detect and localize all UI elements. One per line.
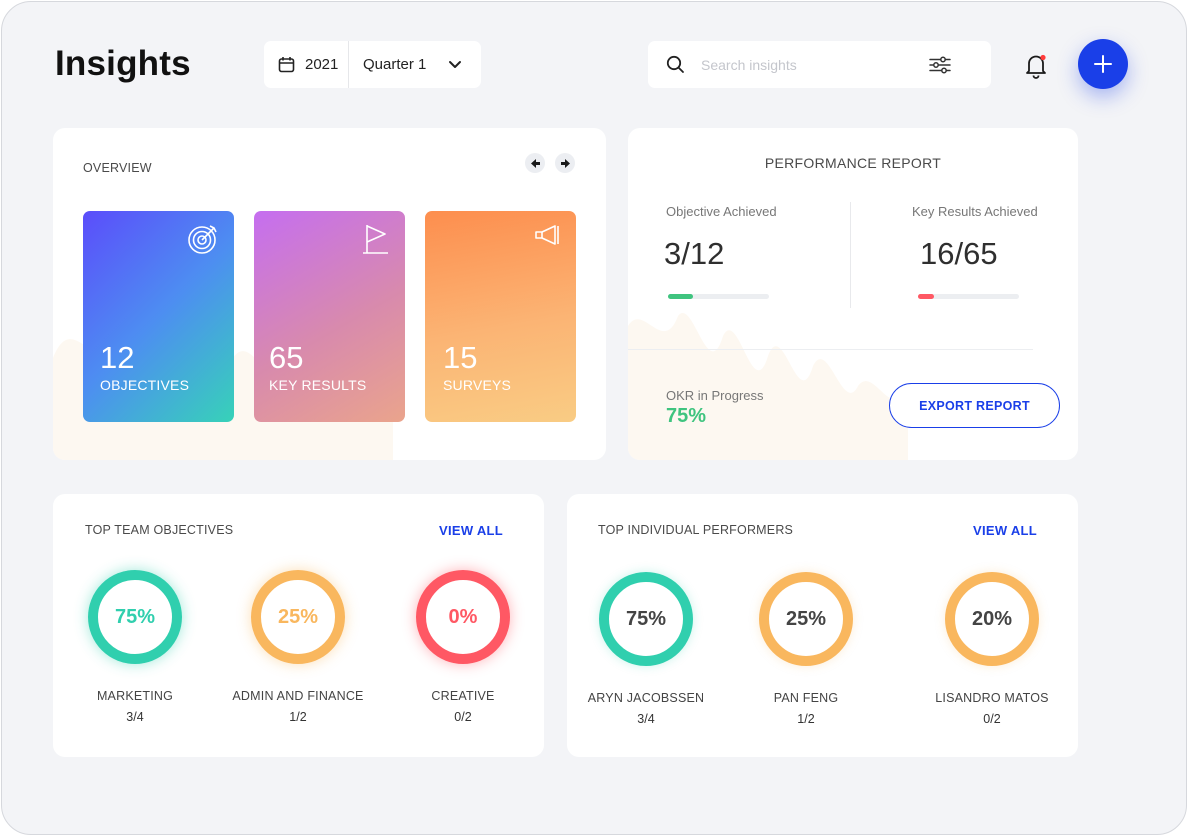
objectives-label: OBJECTIVES xyxy=(100,377,190,393)
performance-report-card: PERFORMANCE REPORT Objective Achieved 3/… xyxy=(628,128,1078,460)
team-count: 0/2 xyxy=(454,710,472,724)
admin-finance-progress-ring[interactable]: 25% xyxy=(251,570,345,664)
target-icon xyxy=(187,223,219,260)
quarter-value: Quarter 1 xyxy=(363,56,427,73)
next-arrow-button[interactable] xyxy=(555,153,575,173)
okr-progress-value: 75% xyxy=(666,405,707,427)
search-icon[interactable] xyxy=(666,55,685,74)
arrow-right-icon xyxy=(560,158,570,168)
individual-performers-title: TOP INDIVIDUAL PERFORMERS xyxy=(598,523,794,537)
team-name: ADMIN AND FINANCE xyxy=(232,689,364,703)
objectives-count: 12 xyxy=(100,340,135,375)
performance-report-title: PERFORMANCE REPORT xyxy=(764,155,942,171)
flag-icon xyxy=(362,223,390,260)
section-divider xyxy=(628,349,1033,350)
background-wave-decoration xyxy=(628,313,908,460)
notification-dot xyxy=(1040,54,1046,61)
marketing-progress-ring[interactable]: 75% xyxy=(88,570,182,664)
prev-arrow-button[interactable] xyxy=(525,153,545,173)
objective-achieved-label: Objective Achieved xyxy=(666,204,777,219)
year-value: 2021 xyxy=(305,56,339,73)
year-picker[interactable]: 2021 xyxy=(264,41,349,88)
key-results-achieved-value: 16/65 xyxy=(920,236,998,271)
team-name: MARKETING xyxy=(96,689,174,703)
objective-progress-fill xyxy=(668,294,694,299)
overview-card: OVERVIEW 12 OBJECTIVES xyxy=(53,128,606,460)
export-report-button[interactable]: EXPORT REPORT xyxy=(889,383,1060,428)
performer-name: PAN FENG xyxy=(773,691,839,705)
stats-divider xyxy=(850,202,851,308)
objectives-tile[interactable]: 12 OBJECTIVES xyxy=(83,211,234,422)
creative-progress-ring[interactable]: 0% xyxy=(416,570,510,664)
performer-name: ARYN JACOBSSEN xyxy=(587,691,705,705)
calendar-icon xyxy=(278,57,295,73)
surveys-count: 15 xyxy=(443,340,478,375)
key-results-label: KEY RESULTS xyxy=(269,377,367,393)
performer-count: 0/2 xyxy=(983,712,1001,726)
page-title: Insights xyxy=(55,44,191,83)
team-count: 1/2 xyxy=(289,710,307,724)
team-view-all-link[interactable]: VIEW ALL xyxy=(439,523,504,538)
performer-progress-ring[interactable]: 20% xyxy=(945,572,1039,666)
quarter-dropdown[interactable]: Quarter 1 xyxy=(349,56,462,73)
arrow-left-icon xyxy=(530,158,540,168)
team-name: CREATIVE xyxy=(431,689,495,703)
key-results-count: 65 xyxy=(269,340,304,375)
notification-bell-icon[interactable] xyxy=(1022,51,1050,79)
objective-progress-bar xyxy=(668,294,769,299)
top-team-objectives-card: TOP TEAM OBJECTIVES VIEW ALL 75% MARKETI… xyxy=(53,494,544,757)
surveys-tile[interactable]: 15 SURVEYS xyxy=(425,211,576,422)
overview-label: OVERVIEW xyxy=(83,161,152,175)
megaphone-icon xyxy=(533,223,561,254)
objective-achieved-value: 3/12 xyxy=(664,236,725,271)
plus-icon xyxy=(1094,55,1112,73)
search-input[interactable] xyxy=(701,56,921,73)
key-results-progress-fill xyxy=(918,294,935,299)
surveys-label: SURVEYS xyxy=(443,377,512,393)
add-button[interactable] xyxy=(1078,39,1128,89)
chevron-down-icon xyxy=(449,61,462,68)
filter-settings-icon[interactable] xyxy=(929,56,951,74)
key-results-tile[interactable]: 65 KEY RESULTS xyxy=(254,211,405,422)
performer-progress-ring[interactable]: 75% xyxy=(599,572,693,666)
top-individual-performers-card: TOP INDIVIDUAL PERFORMERS VIEW ALL 75% A… xyxy=(567,494,1078,757)
performers-view-all-link[interactable]: VIEW ALL xyxy=(973,523,1038,538)
okr-progress-label: OKR in Progress xyxy=(666,388,764,403)
team-count: 3/4 xyxy=(126,710,144,724)
performer-progress-ring[interactable]: 25% xyxy=(759,572,853,666)
period-selector[interactable]: 2021 Quarter 1 xyxy=(264,41,481,88)
performer-count: 1/2 xyxy=(797,712,815,726)
performer-count: 3/4 xyxy=(637,712,655,726)
performer-name: LISANDRO MATOS xyxy=(935,691,1049,705)
search-bar xyxy=(648,41,991,88)
key-results-progress-bar xyxy=(918,294,1019,299)
team-objectives-title: TOP TEAM OBJECTIVES xyxy=(85,523,234,537)
key-results-achieved-label: Key Results Achieved xyxy=(912,204,1038,219)
